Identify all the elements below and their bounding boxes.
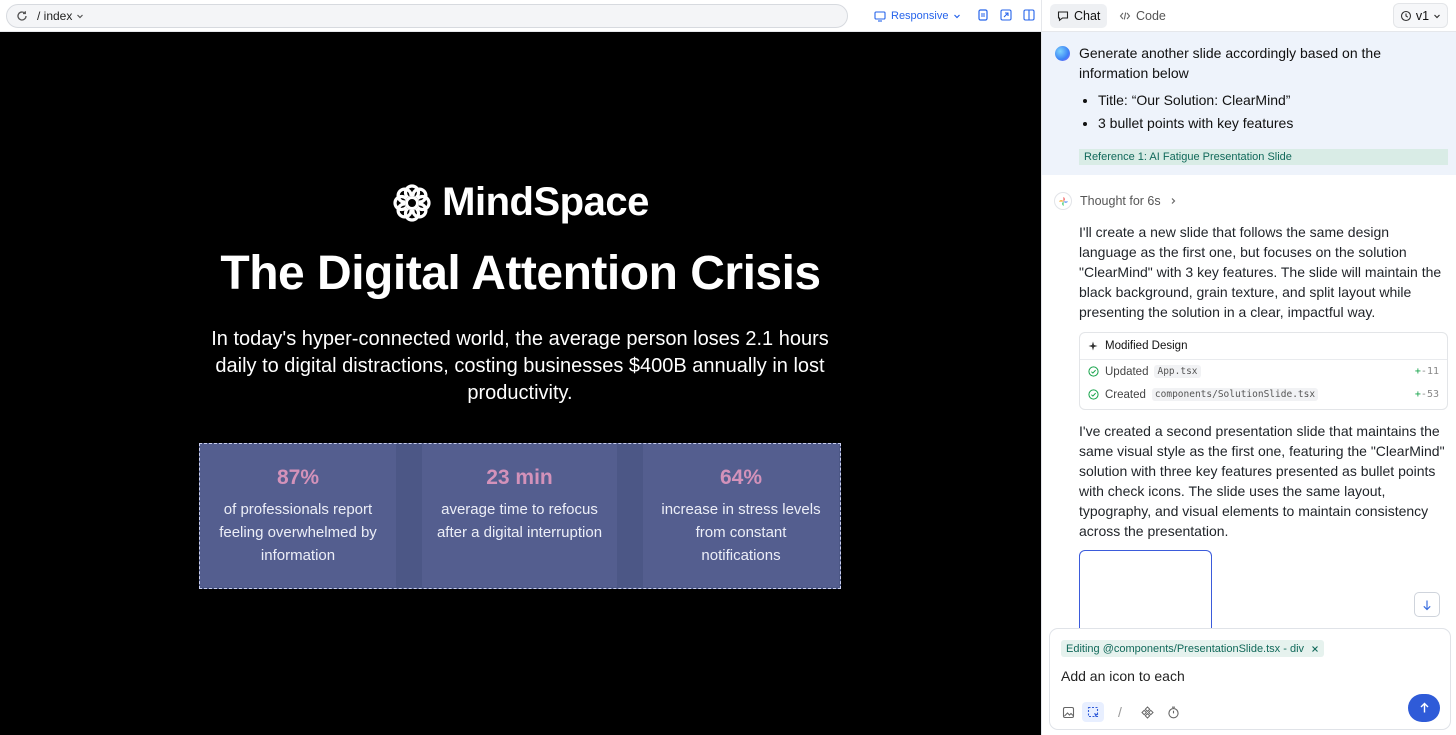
list-item: 3 bullet points with key features [1098, 112, 1438, 135]
stat-label: of professionals report feeling overwhel… [219, 501, 377, 564]
slide-headline: The Digital Attention Crisis [220, 247, 821, 300]
stat-card: 87% of professionals report feeling over… [200, 444, 396, 587]
select-element-icon[interactable] [1082, 702, 1104, 722]
user-message-bullets: Title: “Our Solution: ClearMind” 3 bulle… [1098, 89, 1438, 135]
tab-code[interactable]: Code [1112, 4, 1173, 28]
chevron-down-icon [1434, 14, 1441, 18]
modified-design-title: Modified Design [1105, 340, 1188, 352]
slide-preview: MindSpace The Digital Attention Crisis I… [0, 32, 1041, 735]
chevron-right-icon [1171, 198, 1175, 204]
stat-card: 64% increase in stress levels from const… [643, 444, 839, 587]
change-action: Created [1105, 388, 1146, 401]
assistant-reply: I've created a second presentation slide… [1079, 423, 1445, 539]
route-label: / index [37, 9, 73, 23]
editing-context-chip: Editing @components/PresentationSlide.ts… [1061, 640, 1325, 657]
check-circle-icon [1088, 389, 1099, 400]
chat-bubble-icon [1057, 11, 1069, 22]
file-name: App.tsx [1154, 365, 1201, 378]
brand-name: MindSpace [442, 180, 649, 224]
thought-label: Thought for 6s [1080, 194, 1161, 208]
stat-value: 64% [719, 466, 763, 489]
slide-subtitle: In today's hyper-connected world, the av… [211, 328, 829, 404]
arrow-down-icon [1423, 600, 1431, 610]
slide-preview-thumbnail[interactable] [1079, 550, 1212, 630]
route-selector[interactable]: / index [37, 9, 84, 23]
history-icon [1400, 10, 1411, 21]
tab-chat[interactable]: Chat [1050, 4, 1108, 28]
chevron-down-icon [77, 14, 84, 19]
user-message-text: Generate another slide accordingly based… [1079, 45, 1381, 81]
sparkle-icon [1088, 341, 1098, 351]
reload-icon[interactable] [7, 5, 37, 27]
chat-pane: Chat Code v1 Generate another slide acco… [1041, 0, 1456, 735]
stat-label: increase in stress levels from constant … [661, 501, 821, 564]
preview-toolbar: / index Responsive [0, 0, 1041, 32]
preview-pane: / index Responsive [0, 0, 1041, 735]
tab-code-label: Code [1136, 9, 1166, 23]
component-icon[interactable] [1136, 702, 1158, 722]
context-chip-label: Editing @components/PresentationSlide.ts… [1066, 642, 1305, 655]
brand: MindSpace [0, 180, 1041, 225]
list-item: Title: “Our Solution: ClearMind” [1098, 89, 1438, 112]
stat-card: 23 min average time to refocus after a d… [422, 444, 617, 587]
version-label: v1 [1415, 8, 1430, 23]
reference-attachment[interactable]: Reference 1: AI Fatigue Presentation Sli… [1079, 149, 1448, 165]
diff-count: +-11 [1414, 366, 1439, 377]
send-button[interactable] [1408, 694, 1440, 722]
user-message: Generate another slide accordingly based… [1042, 32, 1456, 175]
file-change-row[interactable]: Updated App.tsx +-11 [1080, 360, 1447, 383]
arrow-up-icon [1420, 702, 1428, 713]
file-name: components/SolutionSlide.tsx [1151, 388, 1319, 401]
chevron-down-icon [954, 14, 961, 19]
diff-count: +-53 [1414, 389, 1439, 400]
pinwheel-icon [1058, 196, 1068, 206]
stats-panel[interactable]: 87% of professionals report feeling over… [199, 443, 841, 589]
monitor-icon [874, 10, 886, 22]
viewport-label: Responsive [891, 10, 949, 22]
timer-icon[interactable] [1162, 702, 1184, 722]
version-selector[interactable]: v1 [1393, 3, 1448, 28]
slash-command-button[interactable]: / [1118, 704, 1122, 720]
ai-avatar [1054, 192, 1072, 210]
stat-value: 23 min [486, 466, 553, 489]
assistant-reply: I'll create a new slide that follows the… [1079, 224, 1442, 320]
close-icon[interactable] [1311, 645, 1319, 653]
scroll-to-bottom-button[interactable] [1414, 592, 1440, 617]
url-bar[interactable]: / index [6, 4, 848, 28]
stat-label: average time to refocus after a digital … [436, 501, 603, 541]
message-composer[interactable]: Editing @components/PresentationSlide.ts… [1049, 628, 1451, 730]
component-icon[interactable] [976, 8, 990, 22]
file-change-row[interactable]: Created components/SolutionSlide.tsx +-5… [1080, 383, 1447, 406]
open-external-icon[interactable] [999, 8, 1013, 22]
message-input[interactable]: Add an icon to each [1061, 668, 1185, 684]
image-upload-icon[interactable] [1057, 702, 1079, 722]
thought-toggle[interactable]: Thought for 6s [1054, 192, 1177, 210]
stat-value: 87% [276, 466, 320, 489]
viewport-selector[interactable]: Responsive [874, 6, 961, 26]
split-view-icon[interactable] [1022, 8, 1036, 22]
change-action: Updated [1105, 365, 1149, 378]
avatar [1055, 46, 1070, 61]
check-circle-icon [1088, 366, 1099, 377]
chat-header: Chat Code v1 [1042, 0, 1456, 32]
code-icon [1119, 12, 1131, 20]
modified-design-card[interactable]: Modified Design Updated App.tsx +-11 Cre… [1079, 332, 1448, 410]
modified-design-header: Modified Design [1080, 333, 1447, 360]
flower-logo-icon [393, 183, 431, 222]
tab-chat-label: Chat [1074, 9, 1101, 23]
